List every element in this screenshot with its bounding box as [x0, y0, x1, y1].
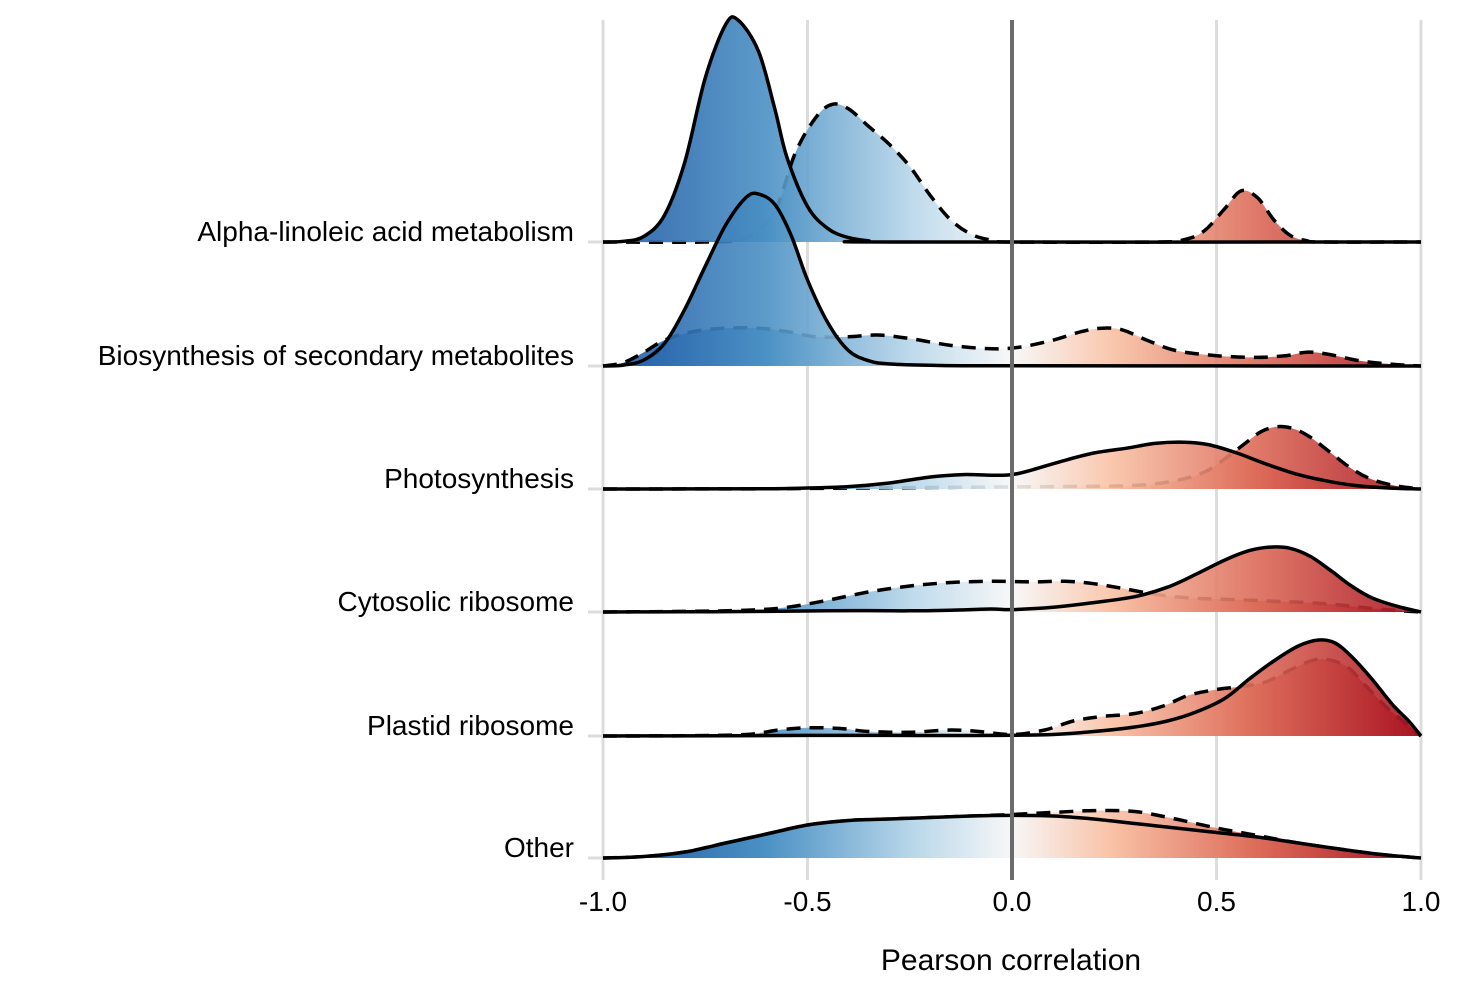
- solid-density-line: [602, 638, 1423, 738]
- x-tick-label: -1.0: [579, 886, 627, 917]
- ridge-other: [588, 808, 1422, 860]
- ridge-alpha-linoleic-acid-metabolism: [588, 15, 1422, 245]
- solid-density-line: [602, 15, 1422, 244]
- solid-density-fill: [603, 442, 1421, 489]
- ridges: [588, 15, 1423, 860]
- ridge-cytosolic-ribosome: [588, 545, 1422, 614]
- x-tick-label: 1.0: [1402, 886, 1441, 917]
- category-label: Biosynthesis of secondary metabolites: [98, 340, 574, 371]
- x-tick-label: 0.0: [993, 886, 1032, 917]
- dashed-density-line: [602, 102, 1422, 245]
- solid-density-fill: [603, 546, 1421, 612]
- solid-density-line: [602, 191, 1422, 368]
- x-axis-title: Pearson correlation: [881, 944, 1141, 977]
- x-tick-label: -0.5: [783, 886, 831, 917]
- solid-density-fill: [603, 193, 1421, 366]
- category-label: Plastid ribosome: [367, 710, 574, 741]
- solid-density-line: [602, 440, 1422, 491]
- ridge-plastid-ribosome: [588, 638, 1423, 738]
- category-label: Alpha-linoleic acid metabolism: [197, 216, 574, 247]
- x-axis-ticks: -1.0 -0.5 0.0 0.5 1.0: [579, 886, 1441, 917]
- ridge-biosynthesis-of-secondary-metabolites: [588, 191, 1422, 368]
- solid-density-line: [602, 545, 1422, 614]
- x-tick-label: 0.5: [1197, 886, 1236, 917]
- ridge-photosynthesis: [588, 424, 1422, 491]
- solid-density-fill: [603, 16, 1421, 243]
- category-label: Photosynthesis: [384, 463, 574, 494]
- solid-density-fill: [603, 639, 1421, 736]
- category-label: Other: [504, 832, 574, 863]
- category-label: Cytosolic ribosome: [337, 586, 574, 617]
- y-axis-labels: Alpha-linoleic acid metabolism Biosynthes…: [98, 216, 574, 863]
